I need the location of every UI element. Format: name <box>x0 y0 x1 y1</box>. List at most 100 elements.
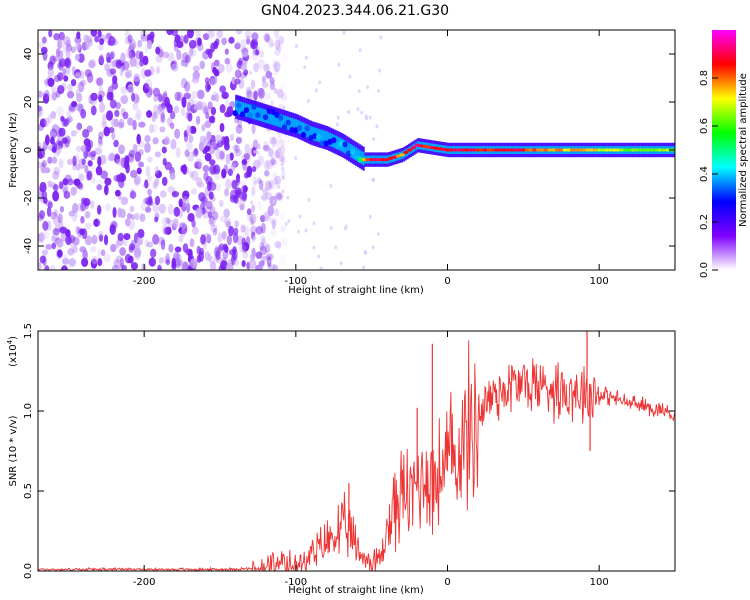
spectrogram-noise-cell <box>221 37 227 46</box>
spectrogram-noise-cell <box>234 144 240 154</box>
signal-core <box>361 158 367 162</box>
spectrogram-noise-cell <box>63 190 71 199</box>
spectrogram-noise-cell <box>51 146 57 153</box>
snr-y-tick-label: 1.0 <box>23 403 34 419</box>
spectrogram-noise-cell <box>69 242 74 249</box>
signal-core <box>274 111 280 118</box>
spectrogram-noise-cell <box>362 265 366 270</box>
spectrogram-noise-cell <box>233 259 239 267</box>
spectrogram-noise-cell <box>208 215 215 225</box>
spectrogram-noise-cell <box>154 195 161 206</box>
spectrogram-noise-cell <box>112 38 118 46</box>
spectrogram-noise-cell <box>269 263 276 270</box>
signal-band <box>253 105 256 120</box>
spectrogram-noise-cell <box>66 116 73 123</box>
spectrogram-noise-cell <box>88 60 96 69</box>
spectrogram-noise-cell <box>215 149 222 160</box>
spectrogram-noise-cell <box>274 149 280 159</box>
signal-core <box>588 148 595 152</box>
spectrogram-noise-cell <box>306 98 310 103</box>
spectrogram-noise-cell <box>225 62 233 73</box>
spectrogram-noise-cell <box>210 77 216 87</box>
spectrogram-noise-cell <box>59 205 64 213</box>
spectrogram-noise-cell <box>70 46 76 54</box>
spectrogram-noise-cell <box>191 90 198 99</box>
spectrogram-noise-cell <box>303 65 307 70</box>
spectrogram-noise-cell <box>120 196 129 206</box>
spectrogram-noise-cell <box>257 155 264 166</box>
spectrogram-noise-cell <box>53 166 61 176</box>
signal-band <box>311 126 314 140</box>
spectrogram-noise-cell <box>164 161 172 171</box>
spectrogram-noise-cell <box>184 54 192 65</box>
spectrogram-noise-cell <box>56 249 63 258</box>
signal-core <box>570 148 576 152</box>
spectrogram-x-ticks: -200 -100 0 100 <box>133 30 609 287</box>
signal-core <box>232 110 238 117</box>
signal-core <box>649 148 655 152</box>
spectrogram-noise-cell <box>281 92 288 103</box>
spectrogram-noise-cell <box>162 51 169 59</box>
signal-core <box>376 158 382 162</box>
spectrogram-noise-cell <box>150 248 157 258</box>
spectrogram-noise-cell <box>45 92 50 100</box>
spectrogram-noise-cell <box>375 124 379 129</box>
spectrogram-noise-cell <box>282 53 288 64</box>
spectrogram-noise-cell <box>62 178 69 186</box>
spectrogram-noise-cell <box>173 105 180 114</box>
spectrogram-noise-cell <box>195 30 201 38</box>
spectrogram-noise-cell <box>159 190 167 198</box>
spectrogram-noise-cell <box>132 119 137 131</box>
spectrogram-noise-cell <box>224 188 229 197</box>
signal-core <box>297 125 303 132</box>
signal-core <box>448 148 454 152</box>
spectrogram-noise-cell <box>70 101 78 108</box>
spectrogram-noise-cell <box>97 138 104 148</box>
spectrogram-noise-cell <box>96 178 103 186</box>
spectrogram-noise-cell <box>232 232 239 244</box>
spectrogram-noise-cell <box>163 226 170 235</box>
spectrogram-noise-cell <box>267 262 272 270</box>
spectrogram-noise-cell <box>134 177 140 188</box>
spectrogram-noise-cell <box>197 37 202 47</box>
spectrogram-noise-cell <box>79 246 86 253</box>
spectrogram-noise-cell <box>210 224 218 233</box>
spectrogram-noise-cell <box>277 43 282 53</box>
spectrogram-noise-cell <box>363 249 367 254</box>
spectrogram-noise-cell <box>263 211 270 222</box>
spectrogram-noise-cell <box>181 96 187 108</box>
spectrogram-noise-cell <box>112 207 117 218</box>
spectrogram-noise-cell <box>183 131 189 143</box>
spectrogram-noise-cell <box>80 145 87 153</box>
spectrogram-noise-cell <box>226 262 234 270</box>
signal-band <box>275 112 278 127</box>
signal-core <box>494 148 500 152</box>
spectrogram-noise-cell <box>58 181 64 190</box>
signal-core <box>353 153 360 160</box>
spectrogram-noise-cell <box>53 209 59 217</box>
signal-band <box>273 112 276 126</box>
signal-core <box>596 148 602 152</box>
spectrogram-noise-cell <box>192 49 197 57</box>
spectrogram-noise-cell <box>77 202 84 212</box>
spectrogram-noise-cell <box>42 196 48 204</box>
spectrogram-noise-cell <box>224 48 229 55</box>
spectrogram-noise-cell <box>134 212 139 221</box>
spectrogram-noise-cell <box>280 94 287 101</box>
spectrogram-panel: -200 -100 0 100 40 20 0 -20 -40 Height of strai… <box>8 29 676 296</box>
spectrogram-noise-cell <box>329 226 333 231</box>
spectrogram-noise-cell <box>139 51 144 62</box>
spectrogram-noise-cell <box>274 240 282 249</box>
spectrogram-noise-cell <box>202 210 210 219</box>
spectrogram-noise-cell <box>246 151 251 163</box>
snr-multiplier-base: (x10 <box>8 344 19 367</box>
spectrogram-noise-cell <box>260 235 266 243</box>
spectrogram-noise-cell <box>250 40 258 49</box>
spectrogram-noise-cell <box>259 261 264 270</box>
spectrogram-noise-cell <box>243 152 250 161</box>
spectrogram-noise-cell <box>105 110 114 121</box>
signal-core <box>369 158 375 162</box>
spectrogram-noise-cell <box>109 60 116 68</box>
spectrogram-noise-cell <box>153 104 159 115</box>
spectrogram-noise-cell <box>284 222 288 227</box>
